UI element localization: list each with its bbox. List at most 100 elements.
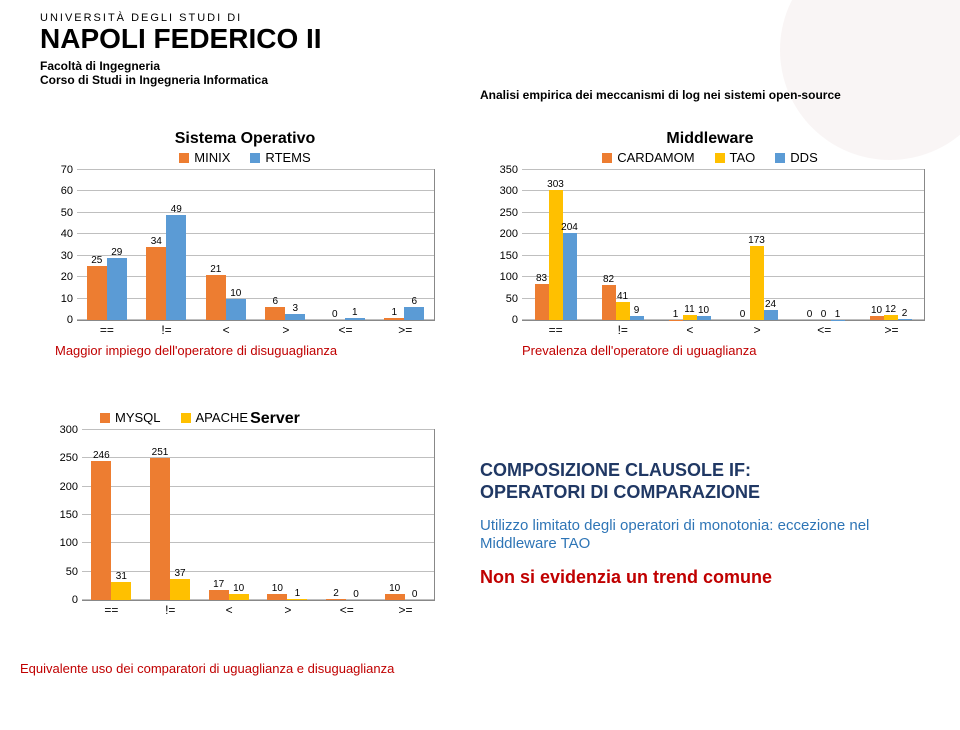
- bar-value-label: 0: [807, 309, 813, 320]
- x-tick-label: <=: [316, 321, 376, 337]
- bar-value-label: 1: [673, 309, 679, 320]
- bar-value-label: 204: [561, 222, 578, 233]
- category-group: 16: [375, 170, 435, 320]
- category-group: 101: [258, 430, 317, 600]
- bar: 1: [384, 318, 404, 320]
- bar: 1: [345, 318, 365, 320]
- legend-item: CARDAMOM: [602, 150, 694, 165]
- bar-value-label: 10: [389, 583, 400, 594]
- x-tick-label: !=: [141, 601, 200, 617]
- chart-os-title: Sistema Operativo: [55, 130, 435, 148]
- x-tick-label: !=: [589, 321, 656, 337]
- bar-value-label: 31: [116, 571, 127, 582]
- bar: 29: [107, 258, 127, 320]
- legend-label: APACHE: [196, 410, 249, 425]
- legend-swatch: [250, 153, 260, 163]
- x-tick-label: <: [196, 321, 256, 337]
- category-group: 10 0: [375, 430, 434, 600]
- y-tick-label: 30: [61, 250, 73, 262]
- legend-item: MYSQL: [100, 410, 161, 425]
- bar: 49: [166, 215, 186, 320]
- bar-value-label: 0: [740, 309, 746, 320]
- bar: 6: [265, 307, 285, 320]
- y-tick-label: 200: [60, 481, 78, 493]
- category-group: 2110: [196, 170, 256, 320]
- x-tick-label: >: [258, 601, 317, 617]
- legend-label: CARDAMOM: [617, 150, 694, 165]
- bar-value-label: 49: [171, 204, 182, 215]
- bars-row: 83303204824191111001732400110122: [522, 170, 924, 320]
- bar-value-label: 21: [210, 264, 221, 275]
- bar: 83: [535, 284, 549, 320]
- bar-value-label: 1: [352, 307, 358, 318]
- category-group: 01: [315, 170, 375, 320]
- bar-value-label: 1: [835, 309, 841, 320]
- legend-swatch: [179, 153, 189, 163]
- bar-value-label: 0: [353, 589, 359, 600]
- legend-label: MINIX: [194, 150, 230, 165]
- y-tick-label: 50: [506, 293, 518, 305]
- bar: 31: [111, 582, 131, 600]
- x-tick-label: >=: [375, 321, 435, 337]
- bar-value-label: 6: [411, 296, 417, 307]
- bar: 34: [146, 247, 166, 320]
- bar: 21: [206, 275, 226, 320]
- bullet-blue: Utilizzo limitato degli operatori di mon…: [480, 517, 940, 553]
- y-tick-label: 200: [500, 228, 518, 240]
- bar: 246: [91, 461, 111, 600]
- category-group: 2529: [77, 170, 137, 320]
- bar: 82: [602, 285, 616, 320]
- bar-value-label: 10: [230, 288, 241, 299]
- bar-value-label: 17: [213, 579, 224, 590]
- bar: 10: [226, 299, 246, 320]
- bars-row: 252934492110630116: [77, 170, 434, 320]
- bar-value-label: 246: [93, 450, 110, 461]
- x-tick-label: <=: [317, 601, 376, 617]
- bar: 24: [764, 310, 778, 320]
- bullet-red: Non si evidenzia un trend comune: [480, 567, 940, 588]
- chart-os-legend: MINIXRTEMS: [55, 150, 435, 165]
- bullet-title-2: OPERATORI DI COMPARAZIONE: [480, 482, 940, 504]
- uni-name: NAPOLI FEDERICO II: [40, 26, 322, 53]
- chart-os: Sistema Operativo MINIXRTEMS 01020304050…: [55, 130, 435, 358]
- bar-value-label: 6: [272, 296, 278, 307]
- bar-value-label: 2: [333, 588, 339, 599]
- bar: 1: [287, 599, 307, 600]
- bar: 2: [326, 599, 346, 600]
- bar-value-label: 37: [174, 568, 185, 579]
- x-tick-label: !=: [137, 321, 197, 337]
- y-tick-label: 250: [60, 452, 78, 464]
- chart-os-xlabels: ==!=<><=>=: [77, 321, 435, 337]
- y-tick-label: 150: [500, 250, 518, 262]
- category-group: 1012 2: [857, 170, 924, 320]
- bar-value-label: 11: [684, 304, 694, 315]
- y-tick-label: 20: [61, 271, 73, 283]
- legend-swatch: [602, 153, 612, 163]
- x-tick-label: >: [256, 321, 316, 337]
- y-tick-label: 150: [60, 509, 78, 521]
- bar-value-label: 10: [871, 305, 882, 316]
- bar: 6: [404, 307, 424, 320]
- bar: 12: [884, 315, 898, 320]
- legend-swatch: [100, 413, 110, 423]
- y-tick-label: 60: [61, 185, 73, 197]
- category-group: 1710: [199, 430, 258, 600]
- y-tick-label: 300: [60, 424, 78, 436]
- bar-value-label: 41: [617, 291, 628, 302]
- bar-value-label: 2: [902, 308, 908, 319]
- bar-value-label: 29: [111, 247, 122, 258]
- chart-mw-caption: Prevalenza dell'operatore di uguaglianza: [522, 343, 925, 358]
- legend-swatch: [775, 153, 785, 163]
- chart-mw-title: Middleware: [495, 130, 925, 148]
- y-tick-label: 50: [66, 566, 78, 578]
- chart-os-caption: Maggior impiego dell'operatore di disugu…: [55, 343, 435, 358]
- bar-value-label: 10: [698, 305, 709, 316]
- bar-value-label: 34: [151, 236, 162, 247]
- bar-value-label: 0: [412, 589, 418, 600]
- chart-srv-xlabels: ==!=<><=>=: [82, 601, 435, 617]
- bar: 10: [385, 594, 405, 600]
- category-group: 11110: [656, 170, 723, 320]
- bar-value-label: 0: [332, 309, 338, 320]
- chart-srv-plot: 0501001502002503002463125137171010120100: [82, 429, 435, 601]
- category-group: 63: [256, 170, 316, 320]
